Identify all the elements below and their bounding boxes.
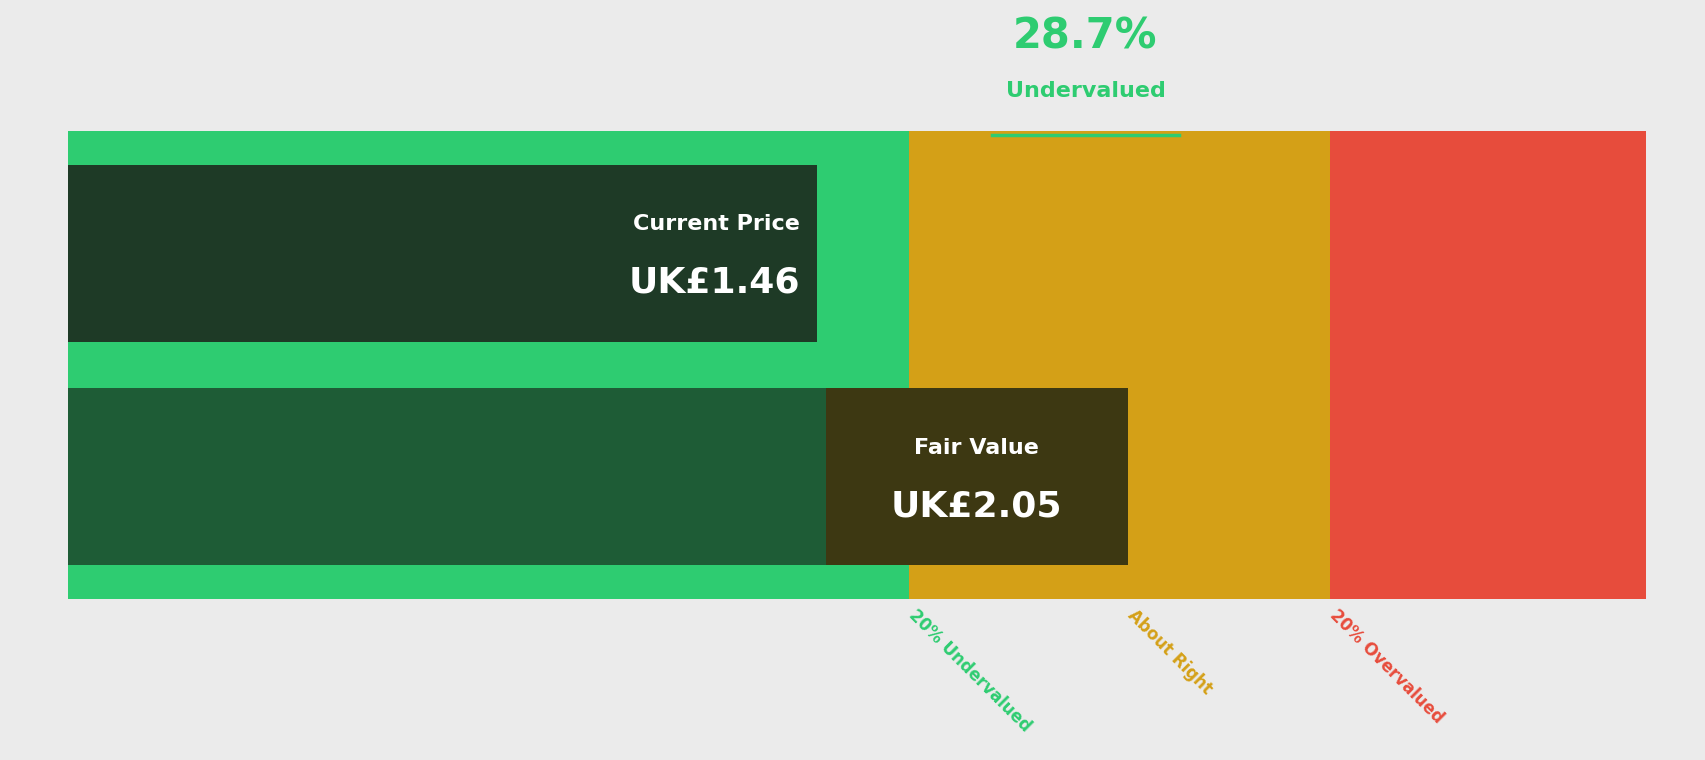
Bar: [68, 152, 909, 355]
Text: Undervalued: Undervalued: [1004, 81, 1165, 101]
Bar: [68, 165, 817, 342]
Text: 20% Overvalued: 20% Overvalued: [1325, 606, 1446, 727]
Bar: [909, 152, 1330, 355]
Bar: [1330, 131, 1645, 152]
Bar: [1330, 375, 1645, 578]
Bar: [68, 131, 909, 152]
Bar: [1330, 152, 1645, 355]
Bar: [68, 375, 909, 578]
Text: 20% Undervalued: 20% Undervalued: [905, 606, 1033, 736]
Bar: [68, 578, 909, 599]
Bar: [909, 375, 1330, 578]
Bar: [1330, 578, 1645, 599]
Bar: [909, 578, 1330, 599]
Bar: [68, 388, 1118, 565]
Bar: [825, 388, 1127, 565]
Bar: [68, 355, 909, 375]
Text: UK£1.46: UK£1.46: [627, 265, 800, 299]
Bar: [1330, 355, 1645, 375]
Text: About Right: About Right: [1124, 606, 1216, 698]
Bar: [909, 131, 1330, 152]
Text: UK£2.05: UK£2.05: [890, 489, 1062, 523]
Text: Fair Value: Fair Value: [914, 438, 1038, 458]
Text: 28.7%: 28.7%: [1013, 15, 1158, 58]
Text: Current Price: Current Price: [633, 214, 800, 234]
Bar: [909, 355, 1330, 375]
